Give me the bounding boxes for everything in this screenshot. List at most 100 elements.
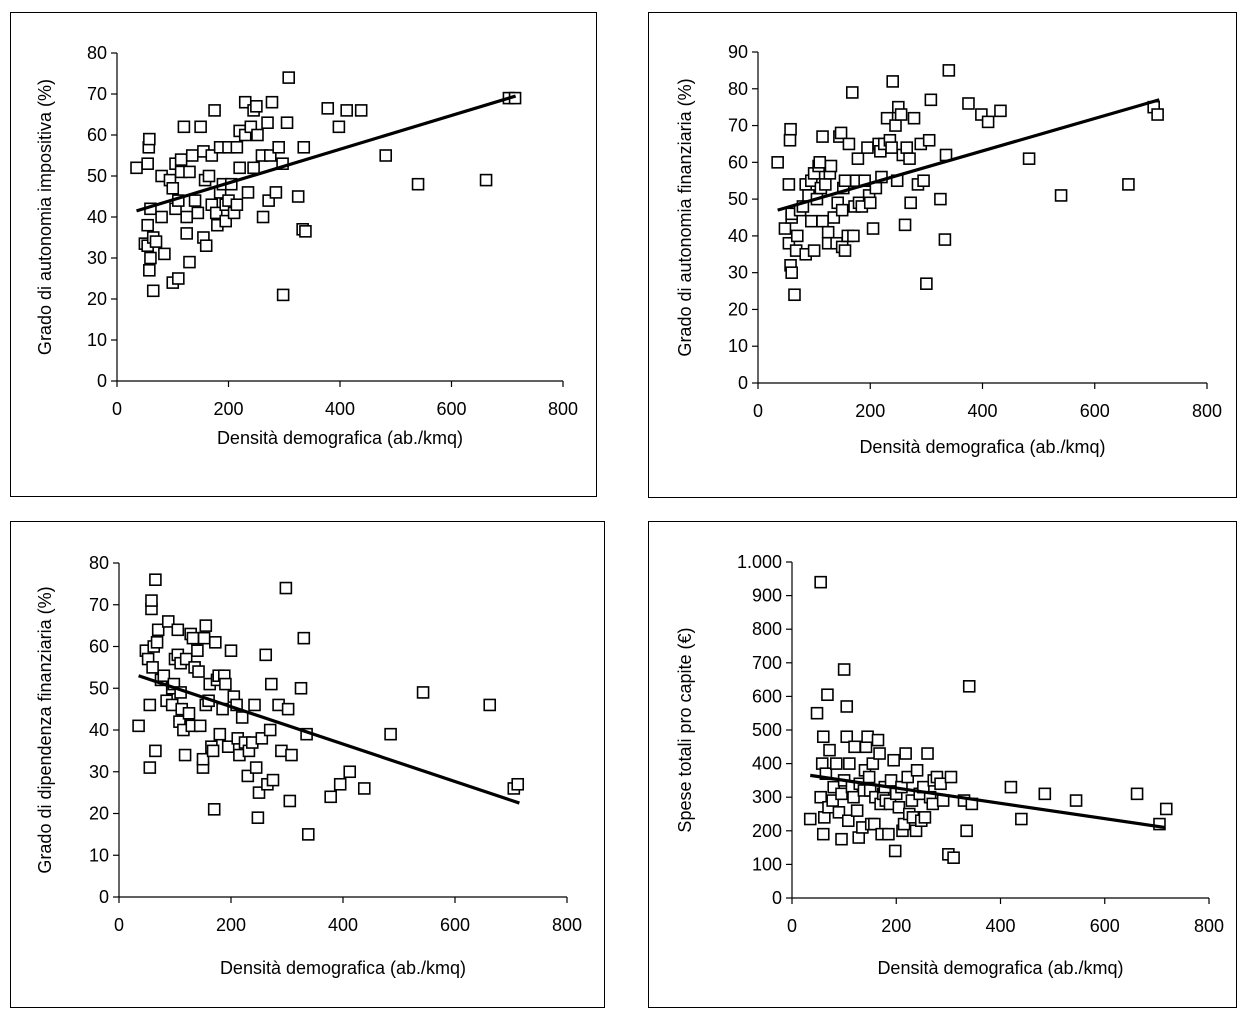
chart-panel-autonomia-impositiva: 0 10 20 30 40 50 60 70 80 0 200 400 600 800 Densità de…	[10, 12, 597, 497]
data-point	[250, 100, 263, 113]
data-point	[823, 743, 836, 757]
data-point	[871, 733, 885, 747]
y-tick-label: 70	[728, 116, 748, 136]
data-point	[219, 677, 232, 691]
data-point	[185, 149, 199, 162]
x-tick-label: 200	[216, 915, 246, 935]
data-point	[157, 669, 171, 683]
data-point	[810, 706, 824, 720]
data-point	[151, 623, 165, 637]
data-point	[782, 236, 796, 250]
data-point	[479, 173, 493, 187]
data-point	[247, 161, 260, 175]
data-point	[938, 233, 952, 246]
y-tick-label: 500	[752, 720, 782, 740]
data-point	[835, 787, 848, 801]
data-point	[191, 206, 205, 220]
data-point	[143, 698, 157, 712]
data-point	[285, 748, 298, 762]
data-point	[158, 247, 171, 261]
data-point	[868, 817, 881, 831]
data-point	[885, 141, 898, 154]
data-point	[1015, 812, 1028, 826]
y-tick-label: 30	[728, 263, 748, 283]
data-point	[166, 182, 180, 195]
data-point	[934, 192, 947, 206]
data-point	[821, 225, 835, 239]
data-point	[934, 777, 947, 791]
y-tick-label: 40	[728, 226, 748, 246]
data-point	[230, 198, 244, 211]
data-point	[813, 156, 827, 169]
data-point	[851, 152, 865, 165]
data-point	[266, 773, 280, 787]
data-point	[827, 211, 841, 224]
data-point	[892, 800, 906, 814]
x-tick-label: 400	[967, 401, 997, 421]
data-point	[294, 681, 308, 695]
data-point	[847, 790, 860, 804]
data-point	[888, 844, 902, 858]
chart-spese-pro-capite: 0 100 200 300 400 500 600 700 800 900 1.000 0 200 400…	[675, 552, 1224, 978]
data-point	[918, 811, 932, 824]
data-point	[265, 677, 278, 691]
data-point	[824, 159, 838, 173]
data-point	[942, 64, 956, 77]
y-tick-label: 60	[89, 637, 109, 657]
data-point	[263, 723, 277, 737]
data-point	[183, 255, 196, 269]
y-tick-label: 70	[89, 595, 109, 615]
trend-line	[777, 98, 1160, 212]
data-point	[172, 272, 185, 285]
data-point	[920, 277, 933, 291]
y-tick-label: 40	[87, 207, 107, 227]
data-point	[182, 707, 196, 720]
data-point	[324, 790, 337, 804]
x-tick-label: 600	[440, 915, 470, 935]
data-point	[354, 104, 368, 117]
data-point	[259, 648, 273, 662]
data-point	[146, 284, 160, 298]
data-point	[814, 575, 827, 589]
data-point	[265, 95, 279, 109]
data-point	[483, 698, 497, 712]
data-point	[209, 636, 222, 649]
data-point	[821, 688, 834, 702]
data-point	[827, 780, 840, 794]
x-tick-label: 600	[1090, 916, 1120, 936]
data-point	[141, 218, 154, 232]
x-tick-label: 400	[328, 915, 358, 935]
data-point	[143, 264, 156, 277]
data-point	[416, 686, 430, 699]
data-point	[143, 761, 157, 774]
data-point	[209, 206, 223, 220]
x-axis-title: Densità demografica (ab./kmq)	[220, 958, 466, 978]
data-point	[332, 120, 346, 134]
y-tick-label: 1.000	[737, 552, 782, 572]
data-point	[269, 186, 283, 199]
data-point	[177, 120, 191, 134]
data-point	[778, 222, 792, 235]
data-point	[280, 116, 294, 129]
y-tick-label: 10	[89, 845, 109, 865]
data-point	[981, 115, 995, 129]
data-point	[783, 133, 797, 147]
y-tick-label: 40	[89, 720, 109, 740]
data-point	[297, 631, 311, 645]
data-point	[248, 698, 261, 712]
data-point	[205, 149, 219, 162]
data-point	[282, 71, 296, 84]
x-tick-label: 400	[985, 916, 1015, 936]
y-tick-label: 50	[89, 678, 109, 698]
data-point	[1022, 152, 1036, 165]
data-point	[276, 288, 290, 302]
data-point	[816, 130, 829, 143]
y-axis-title: Spese totali pro capite (€)	[675, 627, 695, 832]
data-point	[149, 235, 163, 248]
data-point	[907, 111, 921, 125]
x-tick-label: 800	[552, 915, 582, 935]
data-point	[840, 730, 854, 744]
trend-line	[810, 773, 1165, 830]
data-point	[149, 744, 162, 758]
